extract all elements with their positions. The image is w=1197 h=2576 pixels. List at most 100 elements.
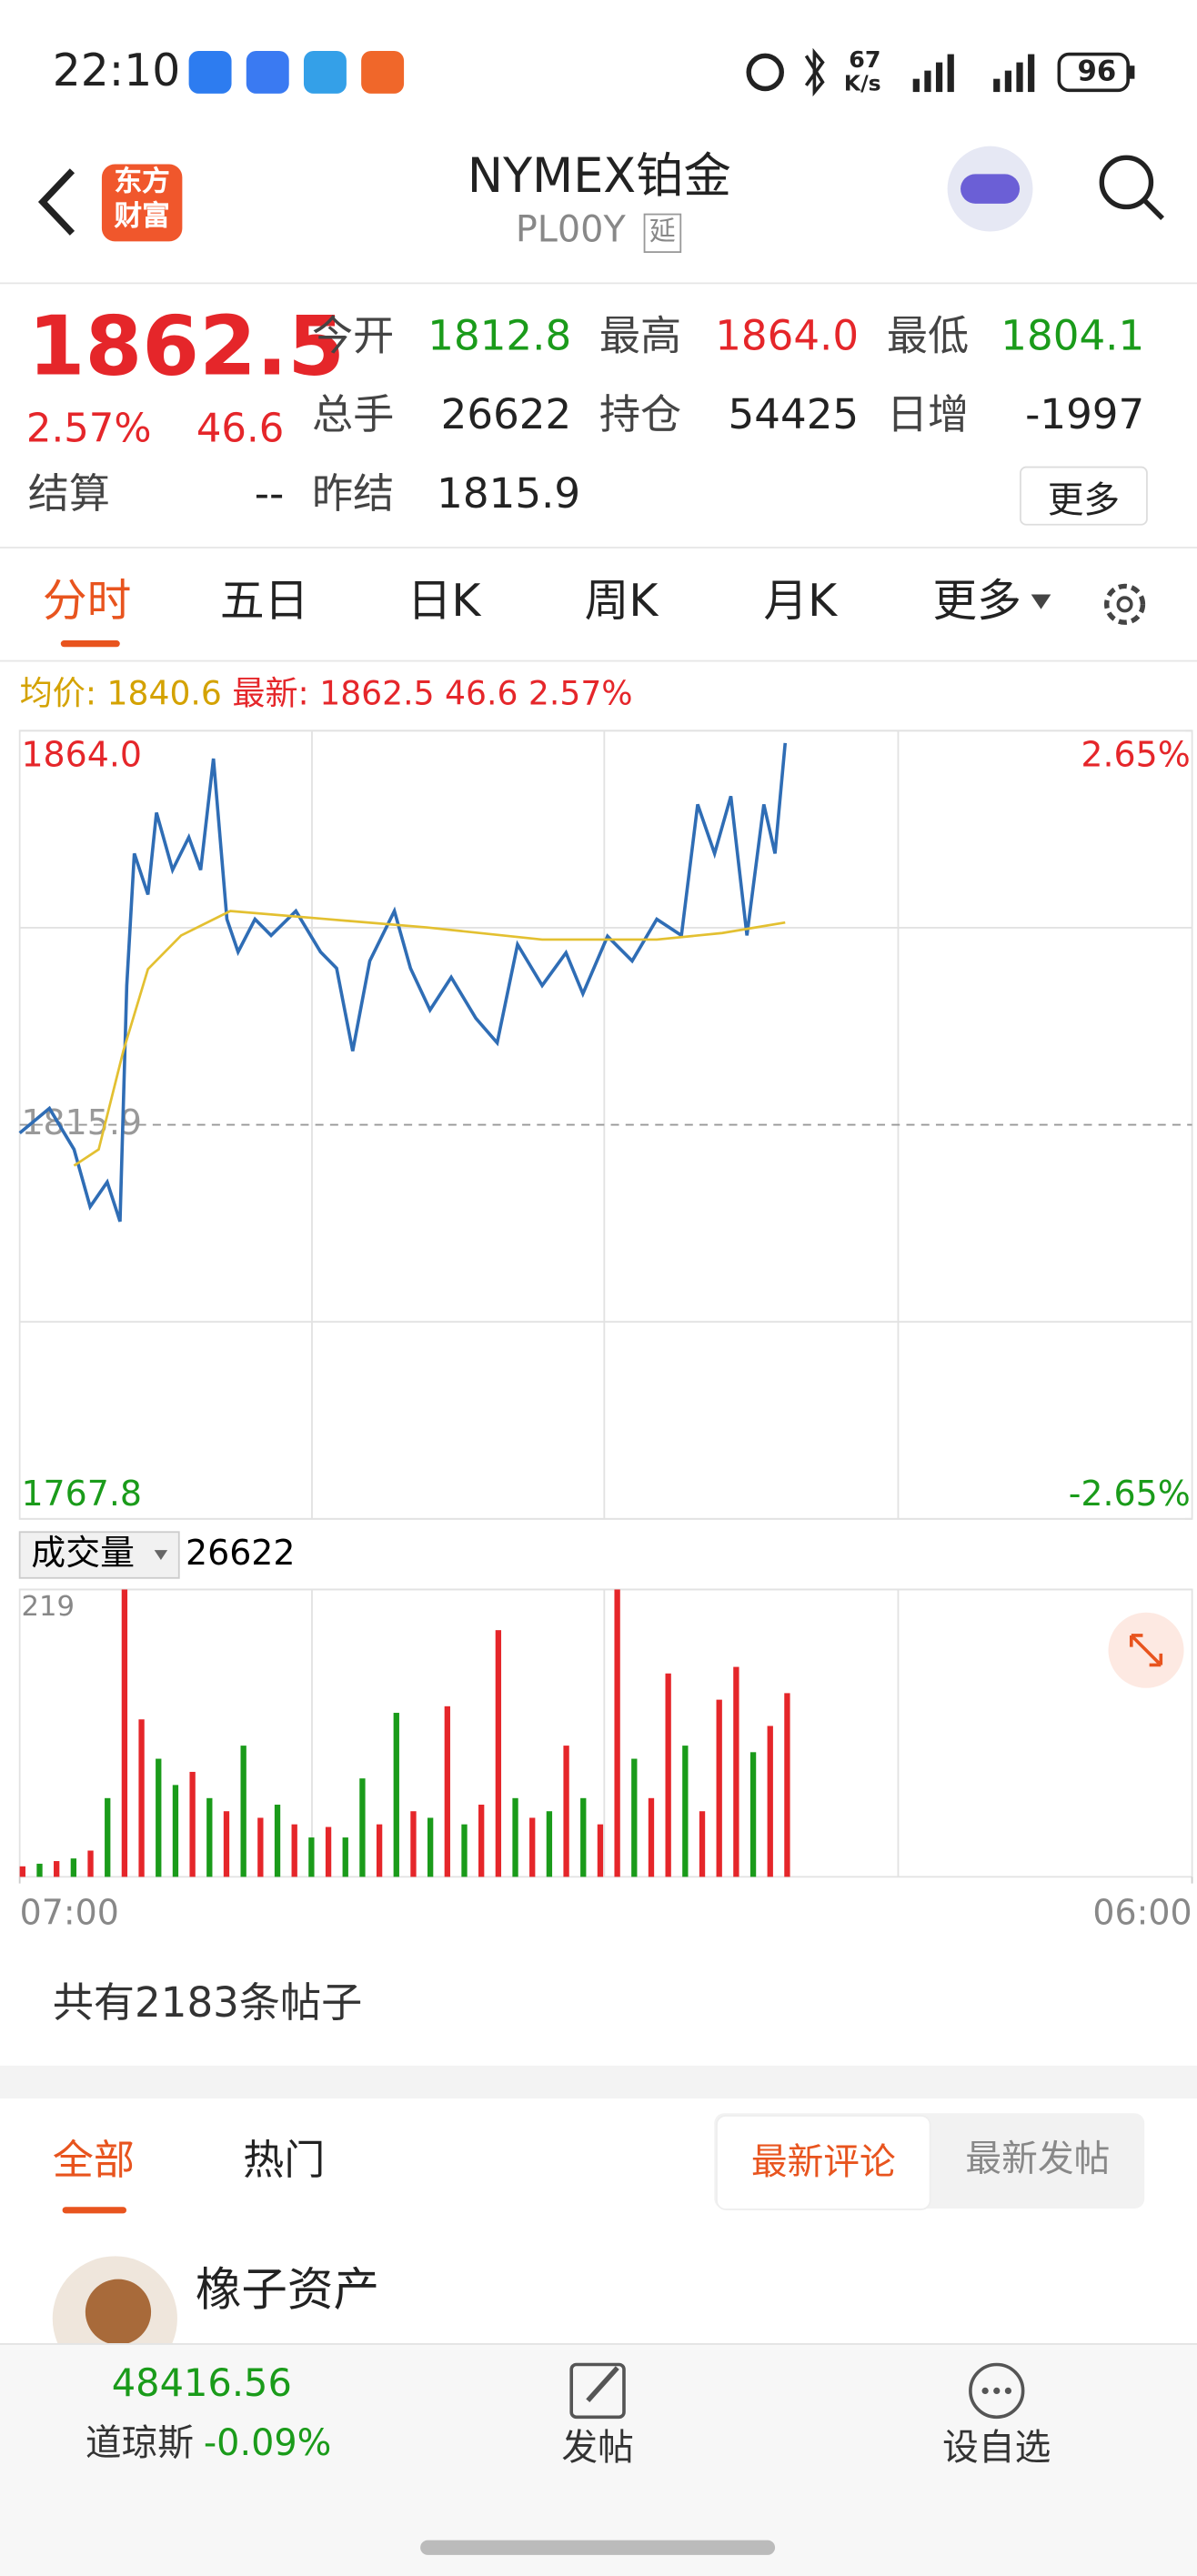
- field-label: 最低: [886, 311, 970, 360]
- volume-bar: [206, 1797, 213, 1877]
- volume-bar: [172, 1785, 179, 1877]
- post-tab[interactable]: 全部: [52, 2136, 136, 2184]
- avg-value: 1840.6: [106, 673, 222, 713]
- volume-bar: [512, 1797, 518, 1877]
- field-value: 1812.8: [428, 311, 572, 360]
- x-tick-label: 07:00: [20, 1892, 119, 1932]
- y2-tick-label: -2.65%: [1069, 1474, 1191, 1514]
- volume-bar: [529, 1817, 536, 1877]
- volume-bar: [156, 1758, 162, 1877]
- volume-bar: [665, 1673, 671, 1877]
- volume-bar: [784, 1693, 790, 1877]
- volume-bar: [19, 1866, 25, 1877]
- sort-option[interactable]: 最新发帖: [965, 2139, 1111, 2181]
- avg-label: 均价:: [19, 673, 97, 713]
- field-label: 今开: [311, 311, 395, 360]
- series-line: [73, 910, 786, 1167]
- tab[interactable]: 日K: [407, 576, 481, 628]
- tab[interactable]: 更多: [932, 576, 1021, 628]
- series-line: [18, 742, 788, 1223]
- watch-button[interactable]: 设自选: [942, 2428, 1051, 2470]
- charts: 成交量 26622 1864.01815.91767.82.65%-2.65%2…: [18, 730, 1193, 1932]
- field-value: 54425: [728, 390, 860, 438]
- back[interactable]: [37, 168, 75, 236]
- volume-bar: [749, 1752, 757, 1877]
- divider: [0, 282, 1197, 285]
- change-pct: 2.57%: [25, 405, 152, 452]
- volume-bar: [257, 1817, 264, 1877]
- avatar: [52, 2256, 177, 2345]
- y-tick-label: 219: [21, 1591, 75, 1623]
- volume-bar: [461, 1824, 468, 1877]
- volume-bar: [393, 1713, 399, 1877]
- price: 1862.5: [27, 298, 346, 395]
- volume-bar: [308, 1837, 315, 1877]
- volume-bar: [699, 1811, 706, 1877]
- bottom-icons: [569, 2362, 1025, 2420]
- index-name[interactable]: 道琼斯: [85, 2423, 195, 2465]
- volume-bar: [189, 1771, 196, 1877]
- status-time: 22:10: [52, 45, 181, 97]
- field-label: 日增: [886, 390, 970, 438]
- tab[interactable]: 五日: [219, 576, 309, 628]
- volume-bar: [495, 1630, 502, 1877]
- tab-icons: [1031, 583, 1146, 625]
- tab-indicator: [60, 640, 120, 648]
- volume-bar: [546, 1811, 553, 1877]
- volume-bar: [342, 1837, 348, 1877]
- field-label: 最高: [598, 311, 682, 360]
- tab-indicator: [62, 2207, 127, 2214]
- user-name: 橡子资产: [195, 2262, 380, 2318]
- delay-tag: 延: [643, 213, 682, 254]
- post-button[interactable]: 发帖: [561, 2428, 634, 2470]
- code: PL00Y: [515, 210, 626, 252]
- field-value: 26622: [440, 390, 572, 438]
- field-label: 昨结: [311, 469, 395, 518]
- net-speed: 67: [849, 47, 881, 75]
- more-button[interactable]: 更多: [1020, 466, 1148, 526]
- latest-label: 最新:: [232, 673, 309, 713]
- field-value: --: [254, 469, 285, 518]
- volume-selector[interactable]: [18, 1531, 180, 1579]
- sort-option[interactable]: 最新评论: [716, 2115, 931, 2210]
- field-label: 持仓: [598, 390, 682, 438]
- x-tick-label: 06:00: [1092, 1892, 1192, 1932]
- volume-bar: [410, 1811, 417, 1877]
- tab[interactable]: 分时: [42, 576, 132, 628]
- volume-bar: [444, 1706, 450, 1877]
- grid: [18, 730, 1193, 1878]
- logo-text: 财富: [114, 200, 170, 234]
- field-value: -1997: [1025, 390, 1145, 438]
- battery: 96: [1077, 55, 1117, 89]
- title: NYMEX铂金: [467, 147, 731, 204]
- logo-text: 东方: [114, 166, 170, 199]
- volume-bar: [121, 1589, 128, 1877]
- volume-bar: [105, 1797, 111, 1877]
- field-value: 1815.9: [437, 469, 581, 518]
- avg-info: 均价: 1840.6 最新: 1862.5 46.6 2.57%: [20, 677, 633, 709]
- change: 46.6: [196, 405, 285, 452]
- latest-value: 1862.5 46.6 2.57%: [319, 673, 633, 713]
- volume-bar: [648, 1797, 655, 1877]
- volume-bar: [291, 1824, 297, 1877]
- volume-bar: [359, 1778, 366, 1877]
- field-value: 1864.0: [715, 311, 860, 360]
- search[interactable]: [1099, 155, 1154, 210]
- index-value: 48416.56: [111, 2362, 292, 2406]
- volume-bar: [767, 1726, 773, 1877]
- volume-bar: [223, 1811, 230, 1877]
- post-tab[interactable]: 热门: [243, 2136, 326, 2184]
- tab[interactable]: 周K: [584, 576, 659, 628]
- tab[interactable]: 月K: [763, 576, 838, 628]
- settings[interactable]: [1104, 583, 1146, 625]
- field-value: 1804.1: [1001, 311, 1145, 360]
- volume-bar: [54, 1861, 60, 1877]
- header-icons: [37, 146, 1165, 242]
- volume-bar: [87, 1850, 94, 1877]
- field-label: 总手: [311, 390, 395, 438]
- volume-bar: [274, 1805, 281, 1877]
- volume-bar: [580, 1797, 587, 1877]
- volume-bar: [138, 1719, 145, 1877]
